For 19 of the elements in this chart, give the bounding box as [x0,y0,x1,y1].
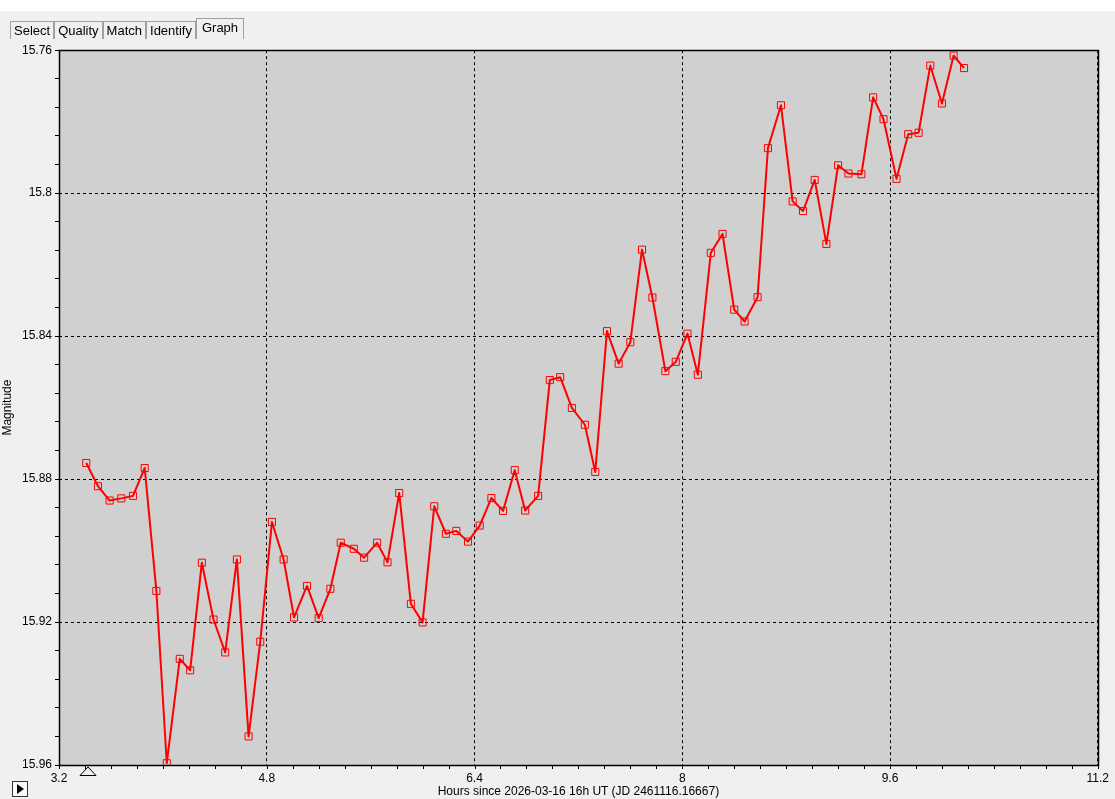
y-tick-label: 15.8 [28,185,53,200]
y-tick-label: 15.96 [21,757,53,772]
x-tick-label: 6.4 [466,770,484,785]
x-axis-title: Hours since 2026-03-16 16h UT (JD 2461116.16667) [437,784,720,799]
x-tick-label: 8 [678,770,686,785]
y-tick-label: 15.88 [21,471,53,486]
y-tick-label: 15.84 [21,328,53,343]
tab: Select [10,21,55,39]
tab: Graph [195,18,245,39]
x-tick-label: 9.6 [881,770,899,785]
x-tick-label: 11.2 [1086,770,1110,785]
tab: Quality [54,21,103,39]
y-axis-title: Magnitude [0,379,14,436]
y-tick-label: 15.92 [21,614,53,629]
y-tick-label: 15.76 [21,42,53,57]
x-tick-label: 3.2 [50,770,68,785]
tab: Match [102,21,146,39]
tab: Identify [146,21,196,39]
x-tick-label: 4.8 [258,770,276,785]
